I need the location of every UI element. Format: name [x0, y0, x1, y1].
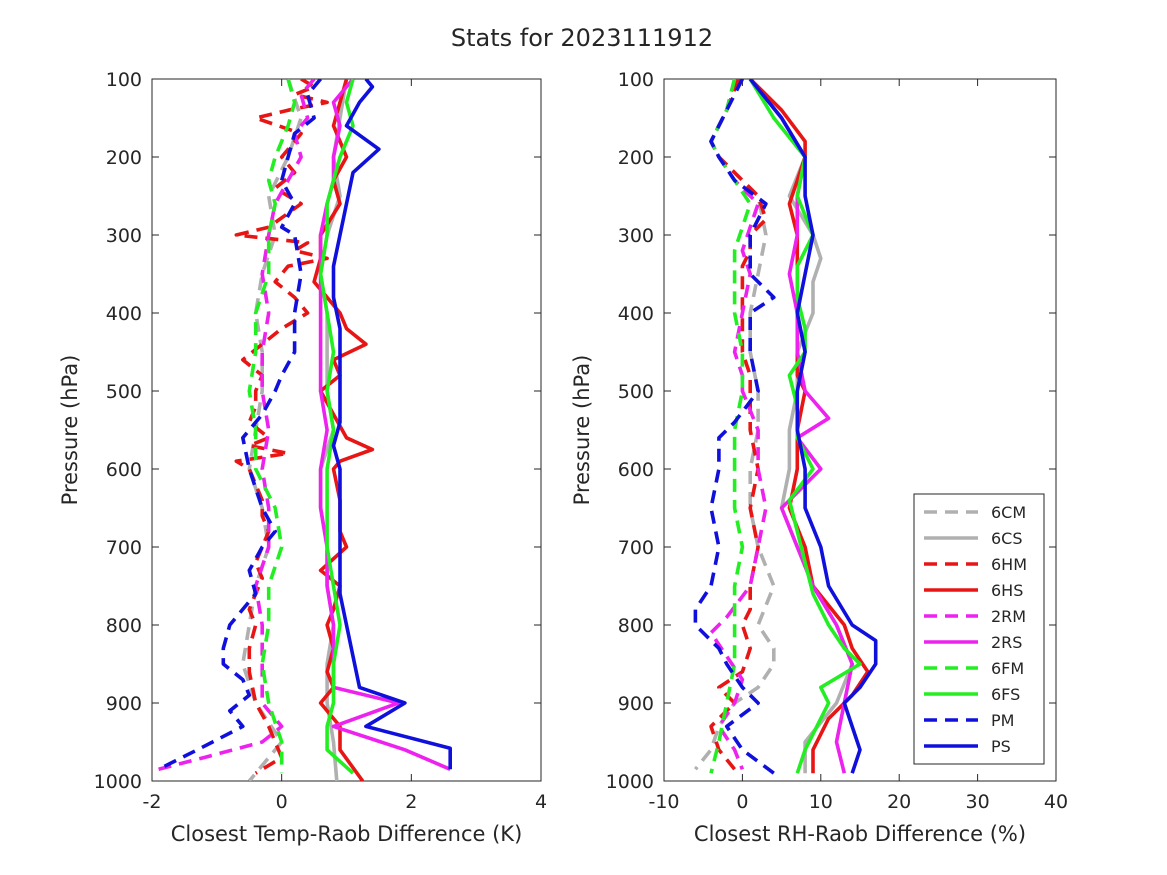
x-axis-label: Closest Temp-Raob Difference (K) [171, 822, 523, 846]
y-tick-label: 1000 [606, 771, 654, 793]
series-line-6hm [709, 79, 768, 771]
y-axis-label: Pressure (hPa) [58, 355, 82, 506]
series-line-6hm [234, 79, 329, 775]
x-tick-label: 30 [966, 791, 990, 813]
y-tick-label: 300 [106, 225, 142, 247]
x-tick-label: 2 [405, 791, 417, 813]
legend-label: 6CS [991, 529, 1023, 548]
y-tick-label: 300 [618, 225, 654, 247]
series-line-2rm [158, 79, 316, 772]
y-tick-label: 500 [106, 381, 142, 403]
series-line-6fm [247, 79, 297, 774]
legend-label: 2RS [991, 633, 1022, 652]
y-tick-label: 200 [618, 147, 654, 169]
temperature-panel: 100 200 300 400 500 600 700 800 900 1000-2 0 2 4 Clos… [58, 69, 547, 846]
legend: 6CM 6CS 6HM 6HS 2RM 2RS 6FM 6FS PM PS [913, 493, 1045, 765]
axes-box [663, 78, 1057, 782]
y-tick-label: 600 [106, 459, 142, 481]
legend-label: 6FM [991, 659, 1024, 678]
series-line-6hs [312, 79, 375, 781]
legend-label: PM [991, 711, 1014, 730]
series-group [157, 79, 453, 781]
x-tick-label: -10 [648, 791, 679, 813]
y-tick-label: 1000 [94, 771, 142, 793]
figure-title: Stats for 2023111912 [451, 24, 713, 52]
series-line-2rm [709, 79, 768, 770]
series-line-6hs [748, 79, 870, 774]
series-line-2rs [318, 79, 451, 771]
y-tick-label: 900 [618, 693, 654, 715]
y-tick-label: 800 [106, 615, 142, 637]
legend-label: PS [991, 737, 1011, 756]
axes-box [151, 78, 542, 782]
series-line-6fs [318, 79, 355, 775]
y-tick-label: 500 [618, 381, 654, 403]
y-tick-label: 100 [106, 69, 142, 91]
x-tick-label: -2 [143, 791, 162, 813]
y-tick-label: 400 [618, 303, 654, 325]
y-tick-label: 700 [106, 537, 142, 559]
series-line-6cm [693, 79, 776, 771]
legend-box [913, 493, 1045, 765]
series-line-pm [693, 79, 776, 775]
x-tick-label: 40 [1044, 791, 1068, 813]
series-group [693, 79, 878, 775]
rh-panel: 100 200 300 400 500 600 700 800 900 1000-10 0 10 20 3… [570, 69, 1068, 846]
series-line-ps [748, 79, 878, 774]
y-tick-label: 400 [106, 303, 142, 325]
legend-label: 6HM [991, 555, 1027, 574]
y-tick-label: 600 [618, 459, 654, 481]
y-tick-label: 700 [618, 537, 654, 559]
x-tick-label: 0 [276, 791, 288, 813]
y-tick-label: 100 [618, 69, 654, 91]
legend-label: 6HS [991, 581, 1023, 600]
x-tick-label: 10 [809, 791, 833, 813]
x-axis-label: Closest RH-Raob Difference (%) [694, 822, 1026, 846]
series-line-ps [331, 79, 453, 770]
y-tick-label: 800 [618, 615, 654, 637]
x-tick-label: 4 [535, 791, 547, 813]
x-tick-label: 0 [736, 791, 748, 813]
x-tick-label: 20 [887, 791, 911, 813]
series-line-6fm [709, 79, 753, 774]
legend-label: 6CM [991, 503, 1026, 522]
series-line-2rs [748, 79, 855, 774]
series-line-pm [157, 79, 322, 771]
y-tick-label: 900 [106, 693, 142, 715]
y-tick-label: 200 [106, 147, 142, 169]
legend-label: 2RM [991, 607, 1026, 626]
legend-label: 6FS [991, 685, 1020, 704]
y-axis-label: Pressure (hPa) [570, 355, 594, 506]
